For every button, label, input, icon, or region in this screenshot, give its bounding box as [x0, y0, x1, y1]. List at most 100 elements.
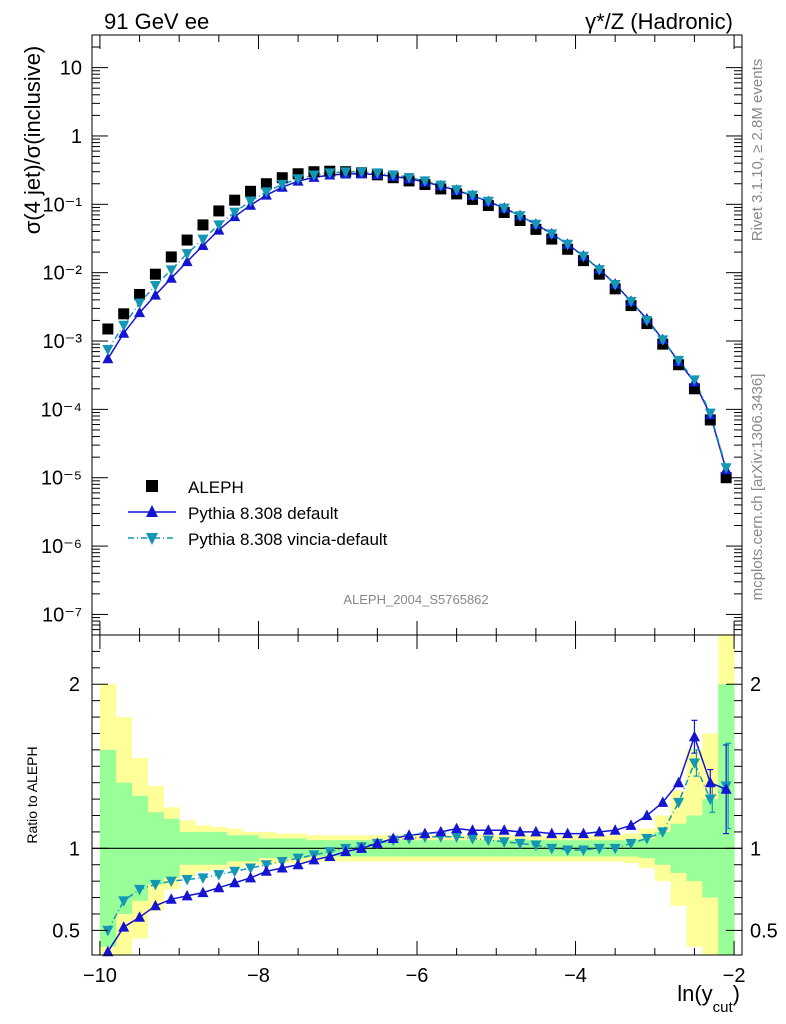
ratio-default-point	[530, 825, 542, 837]
ratio-vincia-point	[181, 875, 193, 886]
analysis-id-label: ALEPH_2004_S5765862	[343, 592, 488, 607]
ratio-y-axis-label: Ratio to ALEPH	[24, 746, 40, 843]
ratio-default-point	[514, 825, 526, 837]
ratio-vincia-point	[609, 843, 621, 855]
vincia-point	[482, 196, 494, 208]
ratio-vincia-point	[641, 833, 653, 845]
aleph-point	[165, 251, 177, 263]
vincia-point	[276, 179, 288, 191]
ratio-vincia-point	[134, 884, 146, 896]
aleph-point	[102, 323, 114, 335]
ratio-default-point	[625, 819, 637, 830]
ratio-default-point	[213, 881, 225, 893]
vincia-point	[229, 207, 241, 219]
aleph-point	[260, 178, 272, 190]
vincia-point	[197, 234, 209, 246]
vincia-point	[609, 280, 621, 291]
ratio-default-point	[593, 825, 605, 837]
ratio-default-point	[118, 921, 130, 932]
vincia-point	[403, 172, 415, 184]
ratio-vincia-point	[688, 758, 700, 769]
ratio-default-point	[102, 945, 114, 957]
ratio-default-point	[308, 853, 320, 865]
ratio-plot-area	[102, 719, 732, 957]
vincia-point	[213, 220, 225, 231]
ratio-vincia-point	[165, 876, 177, 888]
vincia-point	[451, 185, 463, 196]
vincia-point	[165, 265, 177, 276]
vincia-point	[514, 211, 526, 222]
aleph-point	[197, 219, 209, 231]
ratio-default-point	[435, 825, 447, 837]
ratio-vincia-point	[197, 873, 209, 884]
vincia-point	[149, 280, 161, 292]
aleph-point	[245, 185, 257, 197]
ratio-default-point	[149, 899, 161, 911]
aleph-point	[134, 288, 146, 300]
ratio-default-point	[340, 845, 352, 857]
vincia-point	[673, 355, 685, 367]
ratio-vincia-point	[466, 833, 478, 845]
ratio-default-point	[704, 776, 716, 788]
mcplots-label: mcplots.cern.ch [arXiv:1306.3436]	[749, 374, 766, 601]
vincia-point	[577, 251, 589, 263]
x-tick-label: −10	[83, 965, 117, 987]
ratio-vincia-point	[482, 835, 494, 847]
ratio-default-line	[107, 734, 727, 953]
aleph-point	[229, 194, 241, 206]
ratio-default-point	[546, 827, 558, 839]
ratio-default-point	[466, 824, 478, 835]
ratio-default-point	[197, 886, 209, 898]
ratio-y-tick-label: 0.5	[52, 920, 80, 942]
ratio-default-point	[419, 827, 431, 839]
aleph-point	[688, 383, 700, 395]
vincia-point	[134, 298, 146, 309]
vincia-point	[292, 174, 304, 185]
legend-aleph-marker	[146, 480, 158, 492]
vincia-point	[704, 408, 716, 420]
ratio-vincia-point	[593, 843, 605, 855]
ratio-default-point	[324, 850, 336, 862]
main-y-tick-label: 10⁻⁵	[41, 468, 82, 490]
vincia-point	[625, 296, 637, 308]
ratio-vincia-point	[704, 794, 716, 806]
vincia-point	[324, 168, 336, 179]
aleph-point	[213, 205, 225, 217]
ratio-default-point	[673, 776, 685, 788]
vincia-point	[260, 187, 272, 198]
ratio-vincia-point	[514, 838, 526, 850]
ratio-vincia-point	[562, 845, 574, 856]
ratio-default-point	[387, 832, 399, 843]
ratio-vincia-point	[451, 832, 463, 843]
ratio-default-point	[356, 842, 368, 853]
ratio-default-point	[562, 827, 574, 839]
legend-aleph-label: ALEPH	[188, 478, 244, 497]
ratio-default-point	[229, 876, 241, 888]
x-axis-label: ln(ycut)	[677, 981, 740, 1016]
ratio-vincia-point	[530, 840, 542, 852]
x-tick-label: −4	[564, 965, 587, 987]
ratio-default-point	[498, 824, 510, 835]
aleph-point	[149, 268, 161, 280]
vincia-point	[181, 249, 193, 260]
vincia-point	[356, 167, 368, 178]
aleph-point	[276, 172, 288, 184]
main-y-tick-label: 10⁻¹	[43, 194, 83, 216]
ratio-y-tick-label-right: 2	[750, 674, 761, 696]
default-point	[181, 255, 193, 267]
vincia-point	[419, 176, 431, 187]
vincia-point	[371, 168, 383, 179]
vincia-point	[387, 170, 399, 181]
vincia-point	[466, 190, 478, 202]
x-axis-label-subscript: cut	[713, 999, 734, 1016]
main-y-tick-label: 10⁻⁶	[41, 536, 82, 558]
legend-default-label: Pythia 8.308 default	[188, 504, 339, 523]
vincia-point	[546, 229, 558, 240]
vincia-point	[118, 320, 130, 332]
legend-vincia-label: Pythia 8.308 vincia-default	[188, 530, 388, 549]
vincia-point	[720, 463, 732, 474]
x-tick-label: −6	[406, 965, 429, 987]
ratio-default-point	[371, 837, 383, 848]
vincia-point	[657, 335, 669, 346]
